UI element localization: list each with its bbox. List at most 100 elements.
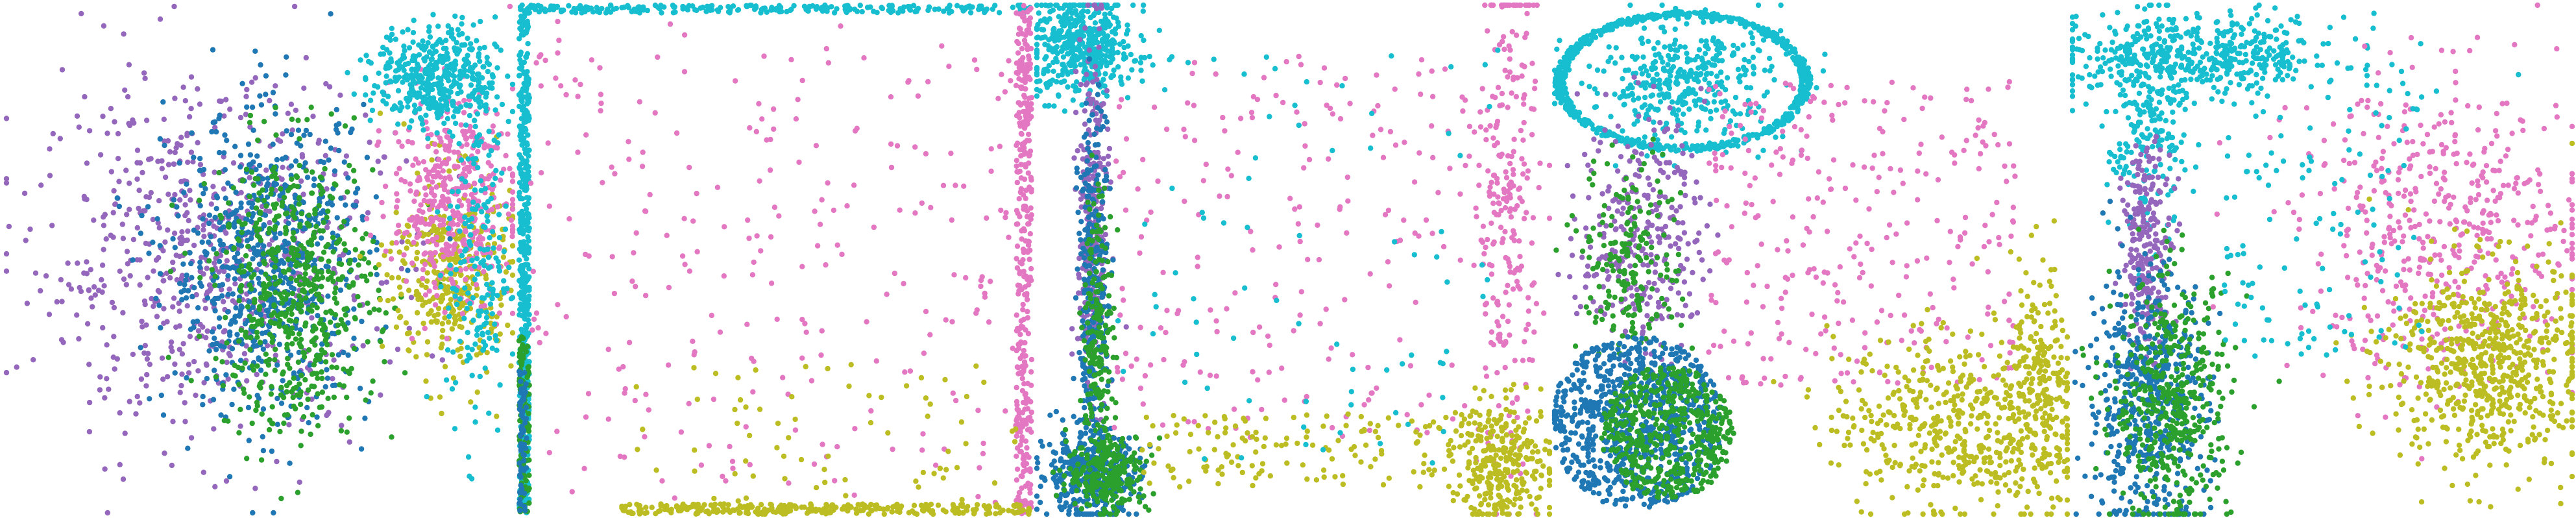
scatter-point (487, 173, 493, 179)
scatter-point (519, 89, 525, 95)
scatter-point (435, 163, 441, 169)
scatter-point (439, 334, 445, 340)
scatter-point (434, 130, 440, 136)
scatter-point (311, 265, 318, 271)
scatter-point (414, 93, 420, 99)
scatter-point (424, 270, 430, 276)
scatter-point (727, 443, 733, 450)
scatter-point (472, 264, 478, 269)
scatter-point (1021, 92, 1027, 99)
scatter-point (735, 6, 742, 13)
scatter-point (300, 414, 307, 420)
scatter-point (237, 406, 243, 412)
scatter-point (317, 352, 324, 358)
scatter-point (332, 312, 339, 318)
scatter-point (810, 3, 816, 9)
scatter-point (155, 158, 161, 164)
scatter-point (1027, 414, 1033, 421)
scatter-point (468, 399, 474, 405)
scatter-point (200, 402, 206, 408)
scatter-point (14, 364, 19, 370)
scatter-point (439, 357, 445, 363)
scatter-point (435, 23, 441, 29)
scatter-point (505, 211, 511, 217)
scatter-point (417, 295, 422, 302)
scatter-point (308, 237, 314, 243)
scatter-point (383, 310, 389, 316)
scatter-point (1017, 68, 1023, 74)
scatter-point (443, 147, 448, 153)
scatter-point (756, 101, 762, 106)
scatter-point (269, 186, 275, 192)
scatter-point (322, 153, 328, 158)
scatter-point (217, 212, 223, 219)
scatter-point (378, 51, 383, 57)
scatter-point (143, 322, 149, 328)
scatter-point (589, 57, 595, 63)
scatter-point (230, 372, 236, 378)
scatter-point (422, 58, 428, 64)
scatter-point (437, 394, 443, 400)
scatter-point (1006, 58, 1012, 64)
scatter-point (127, 122, 133, 129)
scatter-point (260, 251, 267, 257)
scatter-point (407, 217, 413, 223)
scatter-point (1027, 148, 1034, 154)
scatter-point (452, 293, 458, 299)
scatter-point (406, 288, 412, 293)
scatter-point (199, 283, 204, 289)
scatter-point (230, 291, 236, 297)
scatter-point (813, 143, 820, 149)
scatter-point (831, 207, 837, 214)
scatter-point (357, 386, 363, 391)
scatter-point (253, 205, 260, 211)
scatter-point (454, 236, 459, 242)
scatter-point (792, 427, 799, 433)
scatter-point (389, 434, 395, 440)
scatter-point (516, 53, 522, 58)
scatter-point (180, 84, 186, 90)
scatter-point (720, 473, 725, 480)
scatter-point (200, 216, 206, 222)
scatter-point (288, 275, 294, 282)
scatter-point (200, 469, 206, 475)
scatter-point (400, 79, 406, 85)
scatter-point (212, 295, 218, 302)
scatter-point (297, 262, 303, 268)
scatter-point (280, 164, 286, 170)
scatter-point (232, 314, 238, 319)
scatter-point (310, 412, 315, 418)
scatter-point (101, 247, 106, 253)
scatter-point (317, 174, 324, 180)
scatter-point (283, 296, 289, 302)
scatter-point (290, 269, 296, 275)
scatter-point (1026, 7, 1032, 13)
scatter-point (1027, 231, 1034, 237)
scatter-point (372, 83, 378, 89)
scatter-point (343, 171, 349, 177)
scatter-point (839, 251, 845, 257)
scatter-point (311, 384, 317, 389)
scatter-point (462, 227, 468, 234)
scatter-point (81, 270, 87, 276)
scatter-point (156, 225, 162, 231)
scatter-point (224, 264, 230, 270)
scatter-point (130, 257, 136, 263)
scatter-point (1027, 107, 1032, 114)
scatter-point (217, 343, 223, 349)
scatter-point (864, 5, 871, 10)
scatter-point (509, 201, 516, 208)
scatter-point (331, 394, 337, 401)
scatter-point (298, 210, 305, 217)
scatter-point (172, 149, 178, 156)
scatter-point (210, 341, 215, 348)
scatter-point (489, 345, 495, 351)
scatter-point (943, 317, 949, 323)
scatter-point (254, 371, 260, 378)
scatter-point (302, 289, 308, 295)
scatter-point (433, 184, 439, 190)
scatter-point (284, 210, 290, 216)
scatter-point (188, 149, 195, 155)
scatter-point (437, 222, 443, 228)
scatter-point (871, 224, 877, 230)
